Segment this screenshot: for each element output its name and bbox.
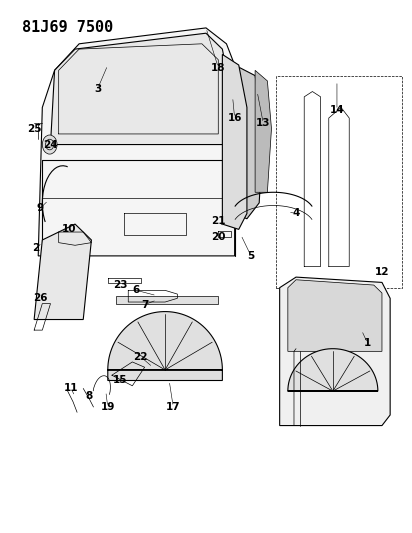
Text: 10: 10: [62, 224, 76, 235]
Text: 26: 26: [33, 293, 47, 303]
Text: 11: 11: [64, 383, 78, 393]
Text: 16: 16: [227, 113, 242, 123]
Polygon shape: [288, 280, 382, 351]
Text: 19: 19: [101, 402, 115, 412]
Text: 22: 22: [133, 352, 148, 361]
Polygon shape: [280, 277, 390, 425]
Text: 9: 9: [37, 203, 44, 213]
Text: 2: 2: [33, 243, 40, 253]
Text: 18: 18: [211, 63, 225, 72]
Text: 17: 17: [166, 402, 180, 412]
Text: 15: 15: [113, 375, 127, 385]
Text: 1: 1: [364, 338, 371, 349]
Circle shape: [42, 135, 57, 154]
Text: 3: 3: [94, 84, 101, 94]
Text: 20: 20: [211, 232, 225, 243]
Text: 81J69 7500: 81J69 7500: [22, 20, 113, 35]
Polygon shape: [255, 70, 272, 192]
Polygon shape: [108, 312, 222, 381]
Text: 4: 4: [293, 208, 300, 219]
Text: 12: 12: [375, 267, 389, 277]
Bar: [276, 76, 403, 288]
Text: 13: 13: [256, 118, 271, 128]
Polygon shape: [34, 224, 91, 319]
Text: 21: 21: [211, 216, 225, 227]
Text: 24: 24: [43, 140, 58, 150]
Polygon shape: [116, 296, 218, 304]
Polygon shape: [222, 54, 247, 229]
Polygon shape: [51, 33, 227, 144]
Text: 25: 25: [27, 124, 41, 134]
Text: 5: 5: [247, 251, 255, 261]
Polygon shape: [38, 28, 235, 256]
Text: 23: 23: [113, 280, 127, 290]
Text: 8: 8: [86, 391, 93, 401]
Polygon shape: [288, 349, 378, 391]
Polygon shape: [235, 65, 263, 219]
Text: 7: 7: [141, 300, 148, 310]
Text: 6: 6: [133, 285, 140, 295]
Text: 14: 14: [330, 105, 344, 115]
